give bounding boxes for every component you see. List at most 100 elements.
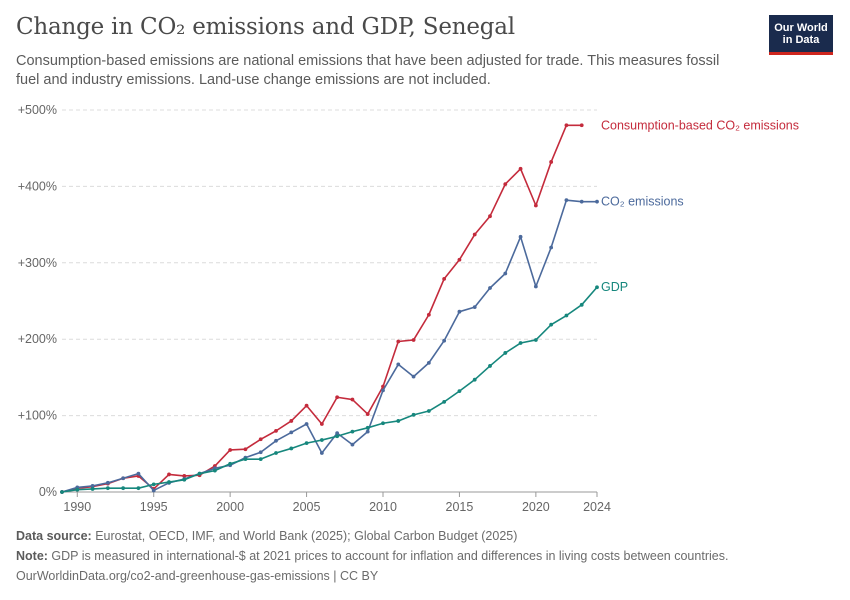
- data-point: [579, 199, 584, 204]
- data-point: [167, 480, 171, 484]
- data-point: [381, 421, 385, 426]
- data-point: [243, 457, 248, 462]
- data-point: [121, 486, 126, 491]
- data-point: [426, 312, 431, 317]
- data-point: [488, 214, 492, 219]
- data-point: [457, 309, 462, 314]
- data-point: [426, 360, 431, 365]
- chart-note: Note: GDP is measured in international-$…: [16, 549, 728, 563]
- data-point: [457, 257, 462, 262]
- data-point: [411, 338, 416, 342]
- note-label: Note:: [16, 549, 48, 563]
- data-point: [365, 429, 370, 434]
- data-point: [595, 199, 599, 204]
- data-point: [274, 438, 278, 443]
- data-point: [518, 234, 523, 239]
- data-point: [457, 389, 462, 394]
- data-point: [90, 483, 95, 488]
- series-group: [60, 123, 599, 494]
- x-tick-label: 1990: [63, 500, 91, 514]
- data-source-label: Data source:: [16, 529, 92, 543]
- data-point: [151, 482, 156, 487]
- note-text: GDP is measured in international-$ at 20…: [47, 549, 729, 563]
- series-line: [61, 286, 598, 493]
- data-point: [212, 468, 217, 473]
- data-point: [304, 441, 309, 446]
- data-point: [304, 403, 309, 408]
- data-point: [350, 397, 355, 402]
- owid-logo[interactable]: Our World in Data: [769, 15, 833, 55]
- data-point: [472, 377, 477, 382]
- series-line: [61, 124, 582, 493]
- data-point: [151, 488, 156, 493]
- x-tick-label: 2000: [216, 500, 244, 514]
- data-point: [182, 477, 187, 482]
- data-point: [533, 284, 538, 289]
- data-point: [472, 305, 477, 310]
- x-tick-label: 1995: [140, 500, 168, 514]
- data-point: [365, 425, 370, 430]
- y-tick-label: +300%: [18, 256, 57, 270]
- data-point: [396, 339, 401, 344]
- data-point: [274, 451, 278, 455]
- series-labels: Consumption-based CO₂ emissions CO₂ emiss…: [601, 118, 799, 294]
- data-point: [258, 437, 263, 442]
- data-point: [365, 412, 370, 416]
- data-point: [518, 166, 523, 171]
- x-tick-label: 2005: [293, 500, 321, 514]
- y-tick-label: +100%: [18, 409, 57, 423]
- data-point: [442, 399, 447, 404]
- data-point: [335, 431, 340, 436]
- data-point: [396, 419, 401, 423]
- data-point: [396, 362, 401, 367]
- y-axis: 0% +100% +200% +300% +400% +500%: [18, 103, 57, 499]
- data-point: [350, 442, 355, 447]
- data-point: [289, 446, 294, 451]
- data-point: [350, 429, 355, 434]
- data-point: [411, 412, 416, 417]
- data-point: [289, 430, 294, 435]
- data-point: [381, 388, 385, 393]
- data-point: [319, 438, 324, 442]
- grid-lines: [62, 109, 597, 493]
- data-point: [228, 448, 233, 452]
- series-label: CO₂ emissions: [601, 195, 684, 209]
- data-point: [549, 322, 554, 327]
- data-point: [319, 451, 324, 455]
- logo-line-2: in Data: [782, 33, 820, 46]
- data-point: [197, 471, 202, 476]
- data-point: [304, 422, 309, 426]
- logo-line-1: Our World: [774, 21, 828, 34]
- data-source: Data source: Eurostat, OECD, IMF, and Wo…: [16, 529, 517, 543]
- data-point: [442, 276, 447, 281]
- data-point: [182, 474, 187, 478]
- data-point: [564, 123, 569, 128]
- chart-title: Change in CO₂ emissions and GDP, Senegal: [16, 14, 515, 40]
- data-point: [228, 461, 233, 466]
- y-tick-label: +200%: [18, 332, 57, 346]
- data-point: [289, 419, 294, 423]
- data-point: [426, 409, 431, 413]
- data-point: [167, 472, 171, 477]
- data-point: [121, 476, 126, 481]
- data-point: [319, 422, 324, 426]
- chart-subtitle: Consumption-based emissions are national…: [16, 53, 720, 88]
- data-point: [105, 480, 110, 485]
- data-point: [533, 203, 538, 208]
- data-source-text: Eurostat, OECD, IMF, and World Bank (202…: [91, 529, 518, 543]
- data-point: [503, 271, 508, 276]
- y-tick-label: +400%: [18, 179, 57, 193]
- y-tick-label: +500%: [18, 103, 57, 117]
- x-tick-label: 2024: [583, 500, 611, 514]
- data-point: [136, 471, 141, 476]
- x-axis: 1990 1995 2000 2005 2010 2015 2020 2024: [63, 492, 611, 514]
- data-point: [258, 457, 263, 462]
- data-point: [488, 286, 492, 290]
- data-point: [442, 338, 447, 343]
- y-tick-label: 0%: [39, 485, 57, 499]
- data-point: [579, 123, 584, 128]
- series-line: [61, 199, 597, 493]
- data-point: [136, 486, 141, 491]
- data-point: [335, 395, 340, 400]
- source-url[interactable]: OurWorldinData.org/co2-and-greenhouse-ga…: [16, 569, 379, 583]
